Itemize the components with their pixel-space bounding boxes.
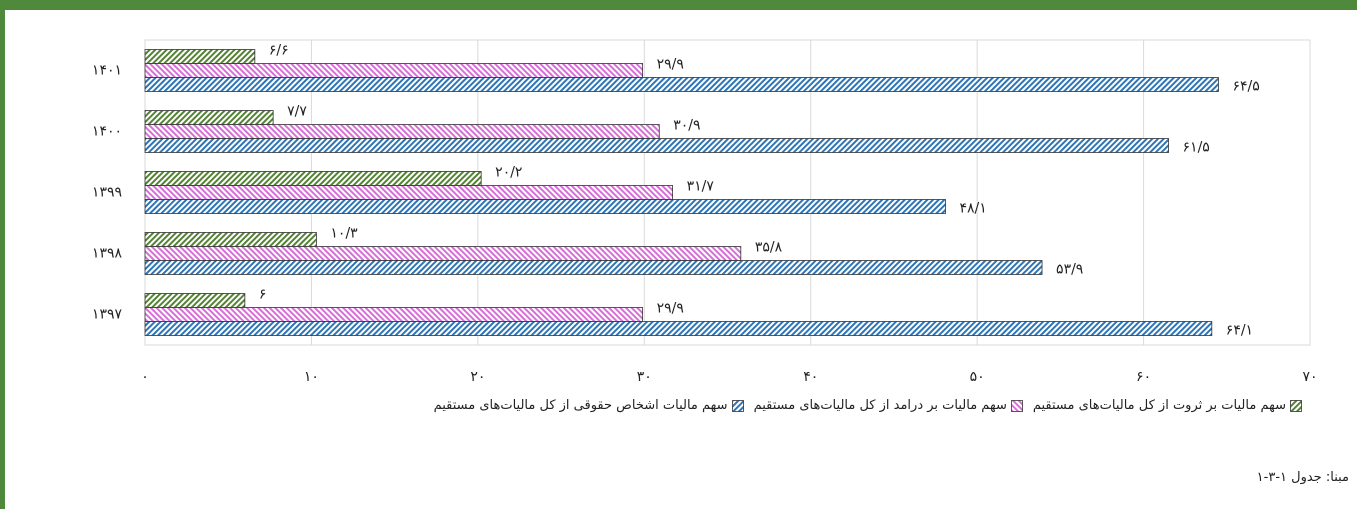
value-label: ۳۵/۸ bbox=[755, 240, 783, 256]
value-label: ۲۹/۹ bbox=[657, 57, 684, 73]
value-label: ۶/۶ bbox=[269, 43, 289, 59]
value-label: ۳۰/۹ bbox=[673, 118, 700, 134]
chart: ۰ ۱۰ ۲۰ ۳۰ ۴۰ ۵۰ ۶۰ ۷۰ ۱۴۰۱ ۶/۶ ۲۹/۹ ۶۴/۵ ۱۴۰۰ ۷/۷ ۳۰/… bbox=[92, 39, 1318, 385]
legend-swatch bbox=[731, 399, 744, 412]
bar bbox=[144, 185, 673, 200]
value-label: ۳۱/۷ bbox=[687, 179, 715, 195]
source-note: مبنا: جدول ۱-۳-۱ bbox=[1256, 470, 1349, 485]
bar bbox=[144, 124, 660, 139]
y-tick-label: ۱۳۹۹ bbox=[92, 185, 122, 201]
value-label: ۴۸/۱ bbox=[960, 201, 987, 217]
value-label: ۱۰/۳ bbox=[330, 226, 358, 242]
bar bbox=[144, 49, 256, 64]
bar bbox=[144, 307, 644, 322]
frame-left bbox=[0, 0, 5, 509]
legend-item: سهم مالیات بر ثروت از کل مالیات‌های مستق… bbox=[1033, 398, 1302, 413]
x-tick-label: ۳۰ bbox=[637, 369, 652, 385]
frame-top bbox=[0, 0, 1357, 10]
value-label: ۶ bbox=[259, 287, 267, 303]
bar bbox=[144, 171, 482, 186]
legend-item: سهم مالیات بر درامد از کل مالیات‌های مست… bbox=[754, 398, 1023, 413]
legend-item: سهم مالیات اشخاص حقوقی از کل مالیات‌های … bbox=[434, 398, 744, 413]
bar bbox=[144, 77, 1219, 92]
legend-swatch bbox=[1290, 399, 1302, 412]
x-tick-label: ۰ bbox=[141, 369, 149, 385]
y-tick-label: ۱۳۹۷ bbox=[92, 307, 123, 323]
x-tick-label: ۷۰ bbox=[1302, 369, 1317, 385]
value-label: ۶۱/۵ bbox=[1183, 140, 1210, 156]
bar bbox=[144, 293, 246, 308]
value-label: ۷/۷ bbox=[287, 104, 307, 120]
y-tick-label: ۱۴۰۰ bbox=[92, 124, 122, 140]
legend-label: سهم مالیات بر درامد از کل مالیات‌های مست… bbox=[753, 398, 1007, 413]
legend: سهم مالیات بر ثروت از کل مالیات‌های مستق… bbox=[434, 398, 1302, 413]
bar bbox=[144, 232, 317, 247]
legend-label: سهم مالیات اشخاص حقوقی از کل مالیات‌های … bbox=[433, 398, 728, 413]
value-label: ۵۳/۹ bbox=[1056, 262, 1083, 278]
y-tick-label: ۱۴۰۱ bbox=[92, 63, 122, 79]
x-tick-label: ۲۰ bbox=[470, 369, 485, 385]
bar bbox=[144, 246, 742, 261]
bar bbox=[144, 321, 1213, 336]
y-tick-label: ۱۳۹۸ bbox=[92, 246, 123, 262]
legend-swatch bbox=[1010, 399, 1023, 412]
bar bbox=[144, 260, 1043, 275]
value-label: ۶۴/۵ bbox=[1232, 79, 1259, 95]
value-label: ۲۹/۹ bbox=[657, 301, 684, 317]
x-tick-label: ۶۰ bbox=[1136, 369, 1151, 385]
bar bbox=[144, 110, 274, 125]
bar bbox=[144, 199, 946, 214]
x-tick-label: ۵۰ bbox=[970, 369, 985, 385]
legend-label: سهم مالیات بر ثروت از کل مالیات‌های مستق… bbox=[1032, 398, 1286, 413]
x-tick-label: ۴۰ bbox=[803, 369, 818, 385]
value-label: ۲۰/۲ bbox=[495, 165, 522, 181]
x-tick-label: ۱۰ bbox=[304, 369, 319, 385]
bar bbox=[144, 138, 1169, 153]
value-label: ۶۴/۱ bbox=[1226, 323, 1253, 339]
bar bbox=[144, 63, 644, 78]
